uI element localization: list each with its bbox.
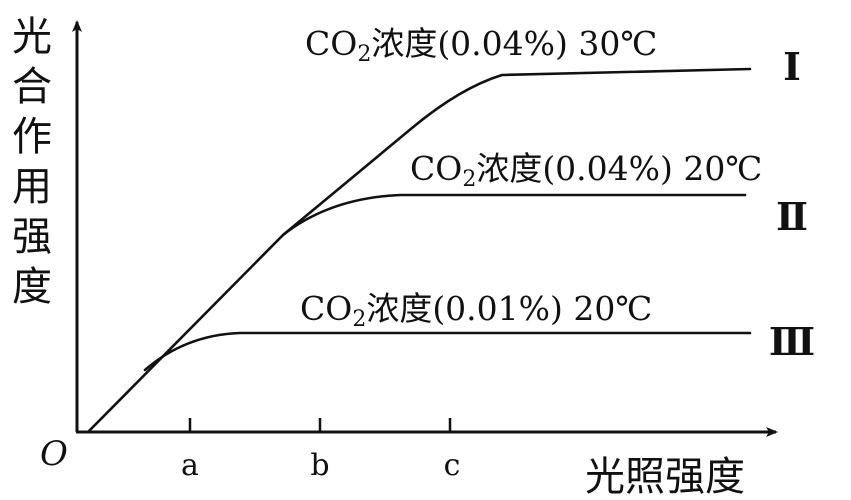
y-axis-label-char: 用: [12, 164, 52, 210]
curve-II: [281, 193, 747, 237]
origin-label: O: [40, 434, 68, 474]
curve-II-numeral: Ⅱ: [776, 194, 808, 239]
curve-I: [86, 67, 752, 434]
curve-II-label: CO2浓度(0.04%) 20℃: [410, 149, 762, 192]
curve-I-label: CO2浓度(0.04%) 30℃: [305, 24, 657, 67]
tick-label-c: c: [444, 448, 461, 483]
tick-label-a: a: [181, 448, 199, 483]
curve-III-label: CO2浓度(0.01%) 20℃: [300, 289, 652, 332]
y-axis-label: 光 合 作 用 强 度: [8, 12, 56, 312]
curve-III-numeral: Ⅲ: [769, 319, 815, 364]
x-axis-label: 光照强度: [585, 454, 745, 500]
curve-III: [143, 331, 752, 372]
x-ticks: [188, 418, 452, 432]
y-axis-label-char: 光: [12, 14, 52, 60]
tick-label-b: b: [310, 448, 329, 483]
y-axis-label-char: 合: [12, 64, 52, 110]
y-axis-label-char: 强: [12, 214, 52, 260]
curve-I-numeral: Ⅰ: [783, 44, 801, 89]
y-axis-label-char: 度: [12, 264, 52, 310]
y-axis-label-char: 作: [12, 114, 52, 160]
